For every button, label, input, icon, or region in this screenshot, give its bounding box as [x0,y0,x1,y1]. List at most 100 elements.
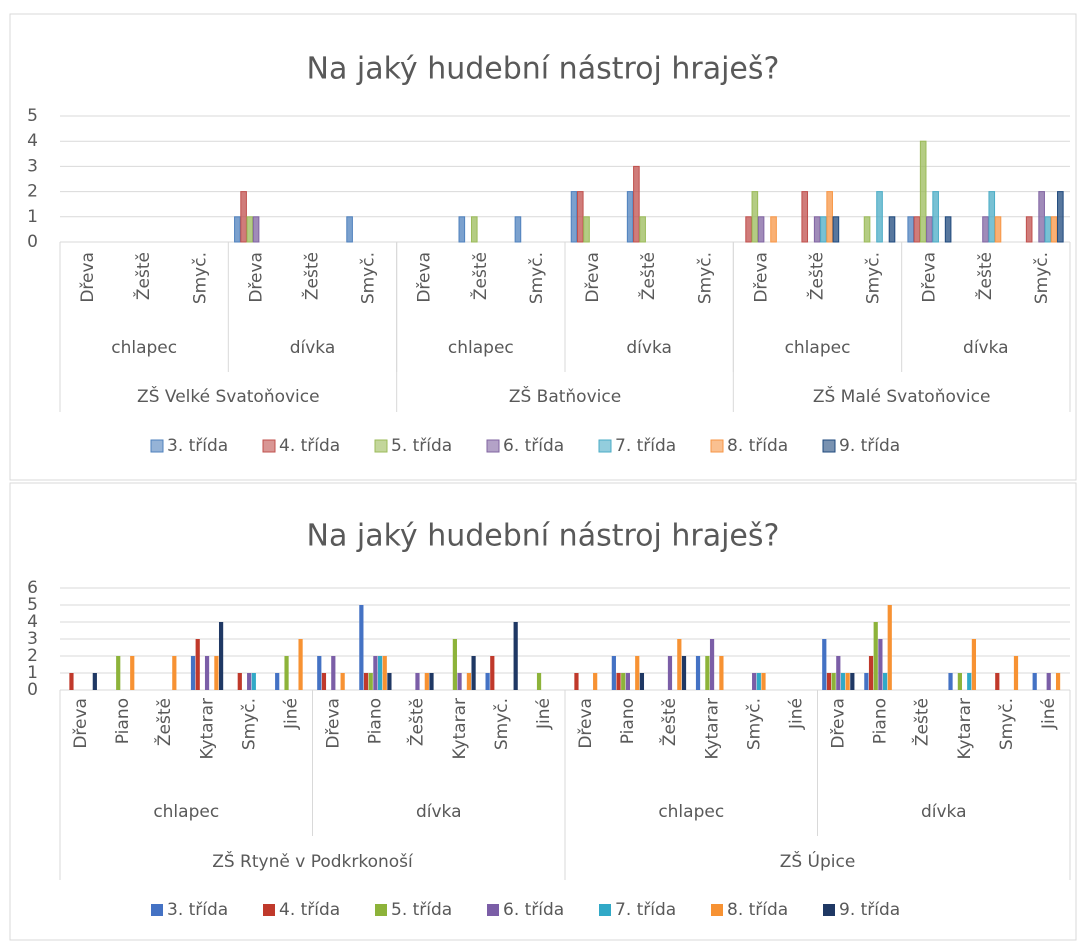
bar [382,656,387,690]
bar [822,639,827,690]
x-tick-label: Dřeva [246,252,266,303]
x-tick-label: Dřeva [583,252,603,303]
x-tick-label: Dřeva [751,252,771,303]
x-tick-label: Dřeva [829,698,849,749]
y-tick-label: 3 [27,629,38,649]
bar [359,605,364,690]
legend-swatch [599,904,611,916]
x-tick-label: Dřeva [78,252,98,303]
legend-swatch [262,439,276,453]
y-tick-label: 4 [27,131,38,151]
school-label: ZŠ Úpice [780,850,856,872]
bar [466,673,472,690]
bar [868,656,874,690]
legend-swatch [263,904,275,916]
school-label: ZŠ Batňovice [509,385,621,407]
bar [948,673,953,690]
bar [919,140,927,243]
legend-label: 9. třída [839,436,900,456]
x-tick-label: Piano [871,698,891,744]
x-tick-label: Kytarar [450,698,470,759]
bar [218,622,224,690]
bar [626,191,634,243]
bar [836,656,841,690]
bar [1038,191,1045,243]
bar [363,673,369,690]
bar [514,216,522,243]
bar [583,216,590,243]
bar [988,191,996,243]
legend-label: 3. třída [167,436,228,456]
x-tick-label: Kytarar [955,698,975,759]
bar [957,673,962,690]
bar [536,673,542,690]
bar [967,673,972,690]
bar [639,673,645,690]
x-tick-label: Žeště [469,252,491,300]
bar [317,656,322,690]
bar [932,191,939,243]
x-tick-label: Smyč. [239,698,259,750]
legend-swatch [151,904,163,916]
bar [1057,191,1064,243]
bar [832,216,840,243]
bar [237,673,242,690]
legend-swatch [598,439,612,453]
legend-swatch [710,439,724,453]
bar [845,673,850,690]
y-tick-label: 5 [27,106,38,126]
bar [709,639,715,690]
legend-label: 9. třída [839,900,900,920]
bar [570,191,578,243]
bar [982,216,989,243]
y-tick-label: 0 [27,232,38,252]
bar [621,673,626,690]
bar [251,673,256,690]
x-tick-label: Žeště [911,698,933,746]
x-tick-label: Dřeva [576,698,596,749]
x-tick-label: Smyč. [359,252,379,304]
y-tick-label: 2 [27,646,38,666]
bar [321,673,327,690]
bar [635,656,640,690]
legend-label: 4. třída [279,436,340,456]
x-tick-label: Piano [618,698,638,744]
legend-label: 7. třída [615,436,676,456]
bar [705,656,710,690]
bar [826,673,832,690]
chart-title: Na jaký hudební nástroj hraješ? [307,52,780,87]
bar [801,191,809,243]
bar [882,673,888,690]
bar [745,216,752,243]
bar [415,673,420,690]
bar [214,656,219,690]
y-tick-label: 6 [27,578,38,598]
legend-label: 5. třída [391,900,452,920]
bar [240,191,247,243]
bar [298,639,303,690]
chart-title: Na jaký hudební nástroj hraješ? [307,519,780,554]
x-tick-label: Smyč. [744,698,764,750]
bar [820,216,827,243]
bar [695,656,701,690]
bar [368,673,373,690]
school-label: ZŠ Velké Svatoňovice [137,385,320,407]
bar [346,216,353,243]
group-label: chlapec [785,338,851,358]
bar [994,216,1002,243]
x-tick-label: Dřeva [920,252,940,303]
legend-swatch [375,904,387,916]
bar [377,656,383,690]
bar [340,673,345,690]
legend-label: 4. třída [279,900,340,920]
bar [574,673,579,690]
bar [471,656,476,690]
bar [751,191,759,243]
bar [284,656,289,690]
group-label: chlapec [153,802,219,822]
x-tick-label: Smyč. [1032,252,1052,304]
legend-label: 6. třída [503,436,564,456]
legend-label: 7. třída [615,900,676,920]
y-tick-label: 4 [27,612,38,632]
